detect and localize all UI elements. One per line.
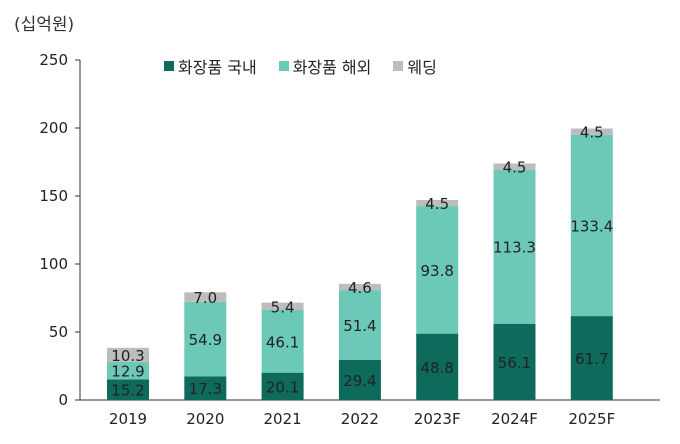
x-tick-label: 2022 [341,410,379,428]
bar-segment-domestic [338,360,381,400]
x-tick-label: 2021 [264,410,302,428]
data-label: 20.1 [266,378,299,396]
bar-segment-domestic [261,372,304,400]
data-label: 46.1 [266,333,299,351]
bar-segment-wedding [338,283,381,291]
unit-label: (십억원) [14,15,75,35]
bar-segment-domestic [184,376,227,400]
legend-item-overseas: 화장품 해외 [278,54,372,78]
x-tick-label: 2023F [414,410,461,428]
bar-segment-overseas [416,206,459,334]
data-label: 29.4 [343,372,376,390]
data-label: 133.4 [570,217,613,235]
bar-segment-wedding [493,163,536,170]
y-tick-label: 100 [39,255,68,273]
data-label: 113.3 [493,239,536,257]
y-tick-label: 50 [49,323,68,341]
x-tick-label: 2020 [186,410,224,428]
data-label: 4.5 [580,124,604,142]
bar-segment-overseas [338,290,381,361]
bar-segment-wedding [261,302,304,310]
bar-segment-overseas [107,361,149,380]
data-label: 61.7 [575,350,608,368]
x-tick-label: 2019 [109,410,147,428]
bar-segment-overseas [493,169,536,324]
data-label: 4.5 [503,159,527,177]
data-label: 7.0 [193,289,217,307]
legend-item-domestic: 화장품 국내 [164,54,257,78]
data-label: 51.4 [343,317,376,335]
data-label: 12.9 [111,363,144,381]
data-label: 54.9 [189,331,222,349]
legend-swatch-wedding [393,61,404,71]
legend-swatch-overseas [278,61,289,71]
bar-segment-wedding [416,199,459,207]
bar-segment-overseas [570,134,613,317]
data-label: 48.8 [420,359,453,377]
data-label: 17.3 [189,380,222,398]
legend-label-wedding: 웨딩 [407,58,437,77]
y-tick-label: 200 [39,119,68,137]
bar-segment-domestic [107,379,149,400]
bar-segment-wedding [184,292,227,302]
x-tick-label: 2025F [568,410,615,428]
data-label: 4.6 [348,279,372,297]
legend-item-wedding: 웨딩 [393,54,437,78]
data-label: 93.8 [420,262,453,280]
bar-segment-wedding [570,128,613,135]
bar-segment-overseas [261,309,304,373]
y-tick-label: 250 [39,51,68,69]
legend-label-overseas: 화장품 해외 [292,58,372,77]
bar-segment-overseas [184,301,227,377]
legend-label-domestic: 화장품 국내 [178,58,257,77]
y-tick-label: 150 [39,187,68,205]
data-label: 4.5 [425,195,449,213]
y-tick-label: 0 [58,391,68,409]
data-label: 10.3 [111,347,144,365]
bar-segment-domestic [570,316,613,400]
bar-segment-wedding [107,347,149,362]
bar-segment-domestic [416,333,459,400]
data-label: 15.2 [111,382,144,400]
legend: 화장품 국내 화장품 해외 웨딩 [164,54,437,78]
x-tick-label: 2024F [491,410,538,428]
data-label: 5.4 [271,298,295,316]
legend-swatch-domestic [164,61,174,71]
data-label: 56.1 [498,354,531,372]
bar-segment-domestic [493,323,536,400]
